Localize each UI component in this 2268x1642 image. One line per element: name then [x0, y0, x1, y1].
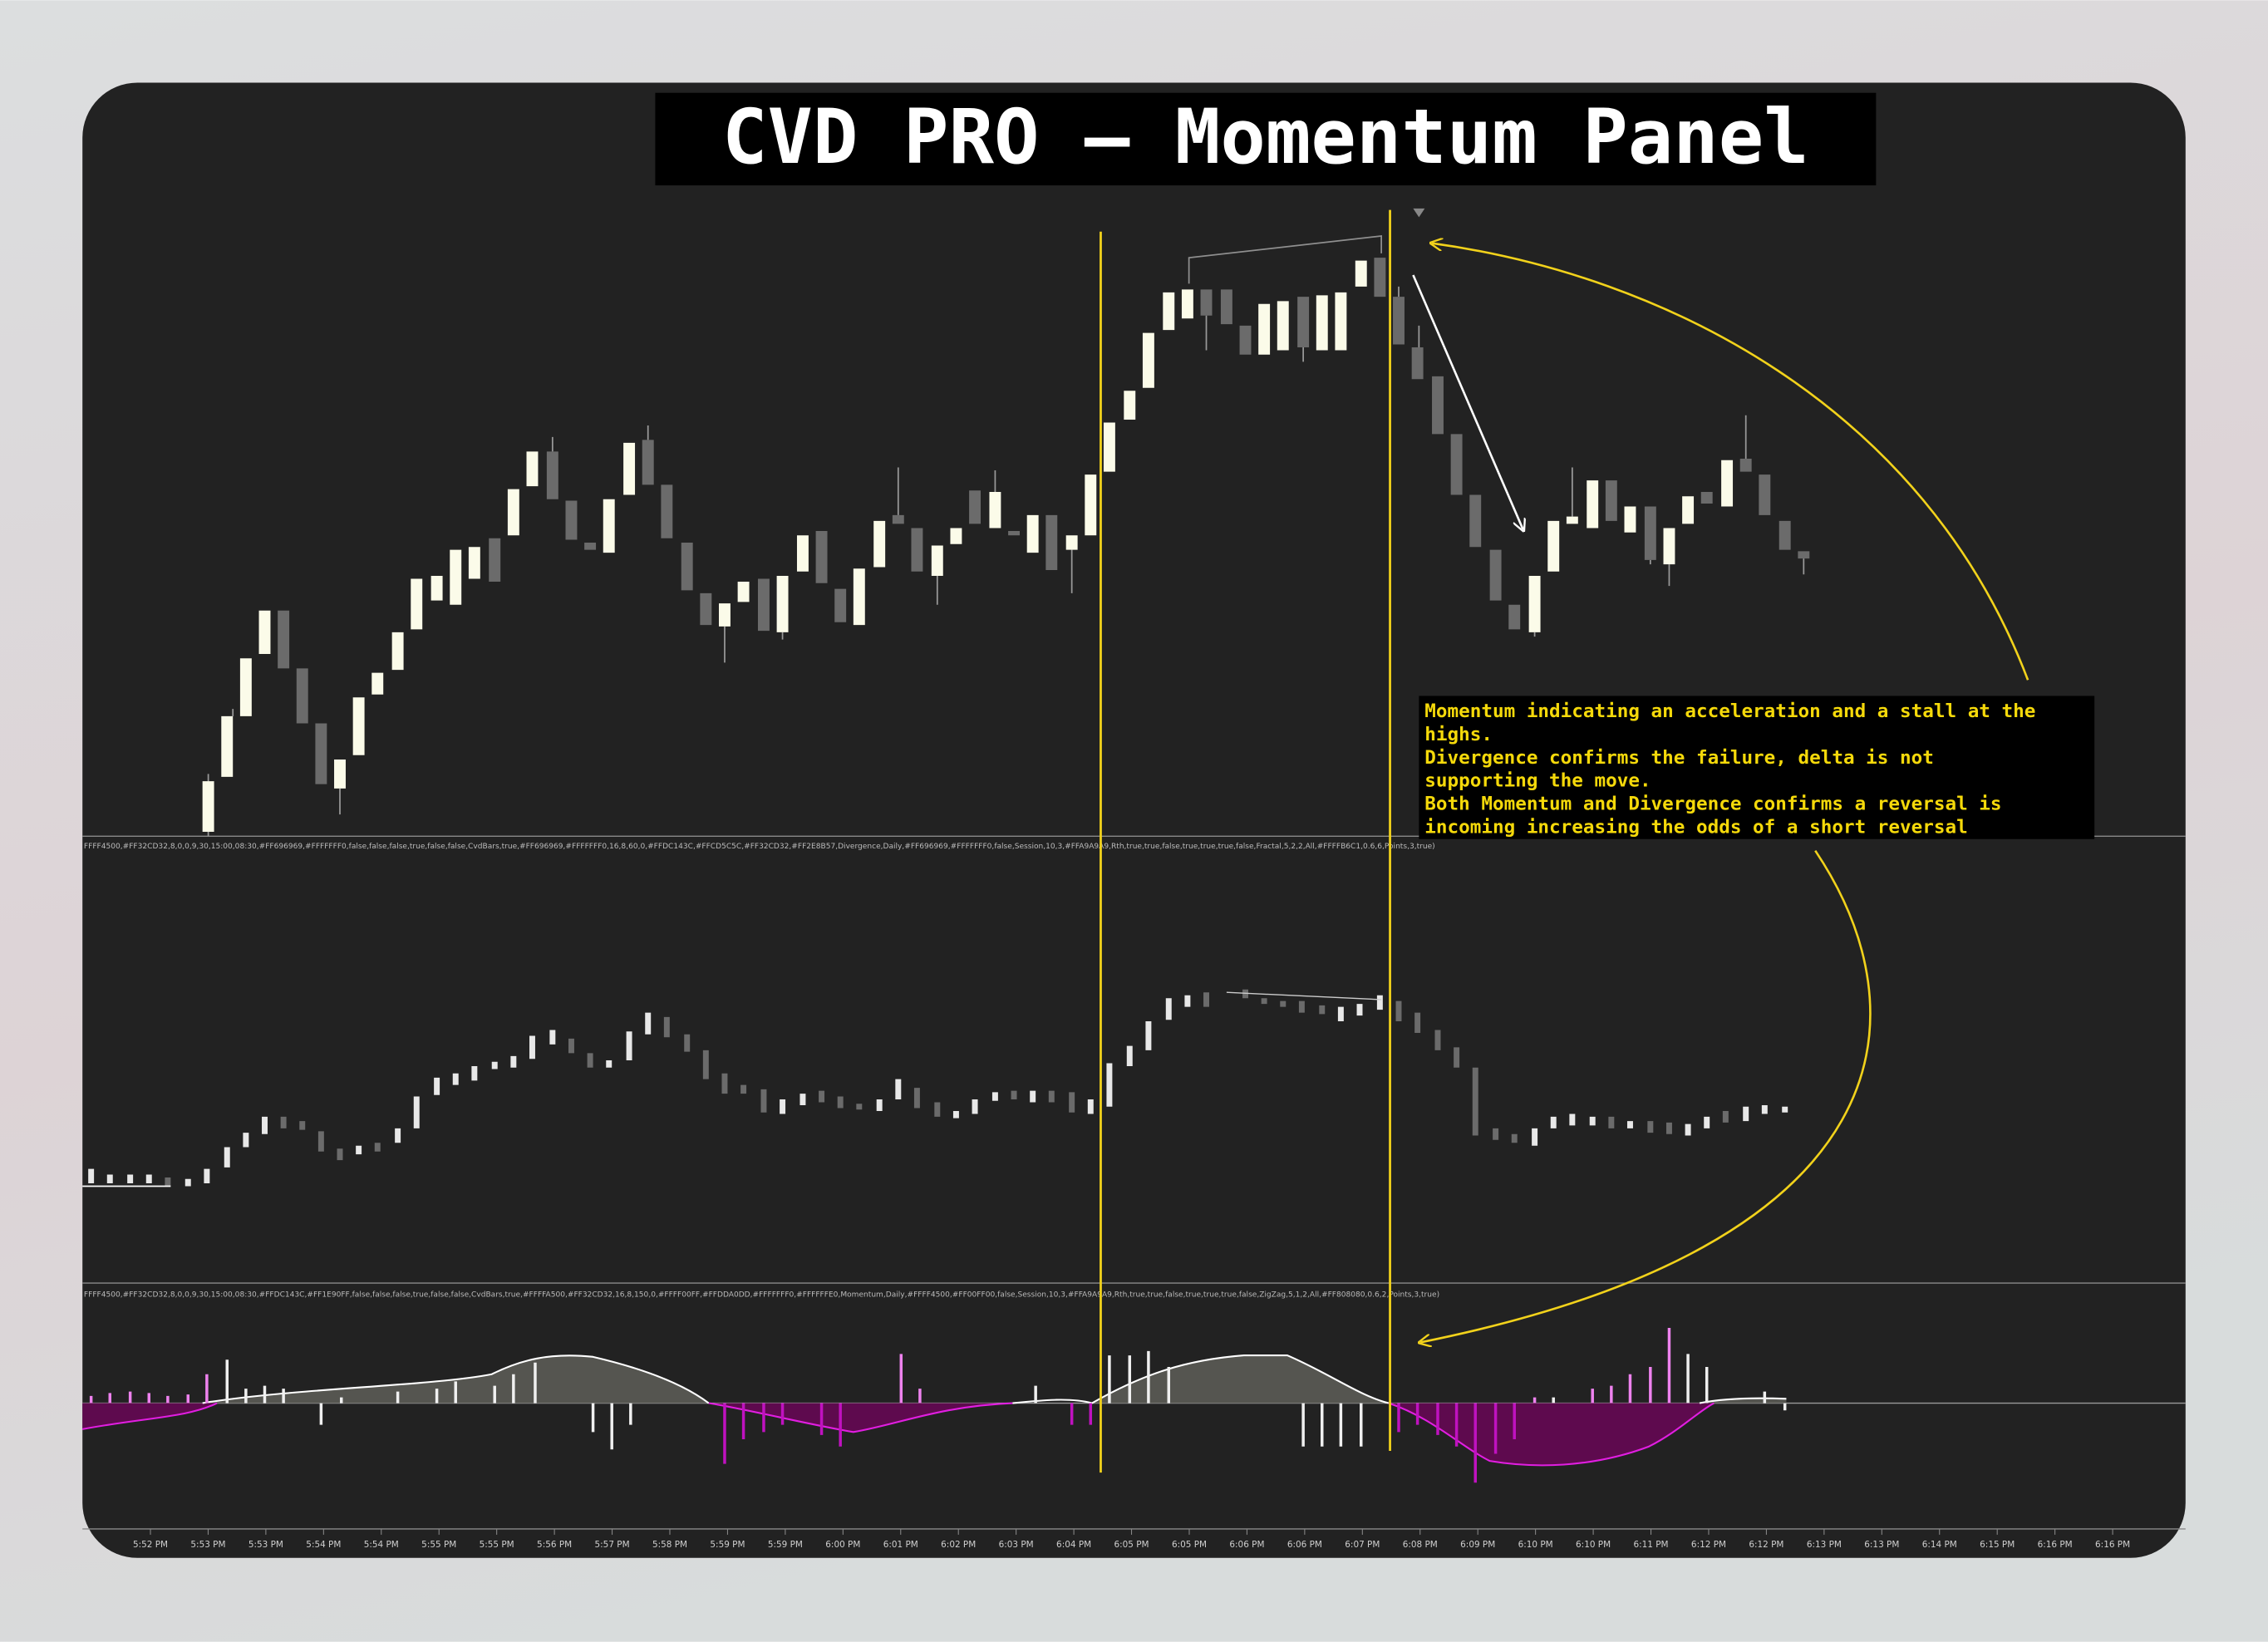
time-label: 5:55 PM — [421, 1540, 456, 1550]
callout-arrow — [1432, 243, 2029, 681]
time-label: 6:05 PM — [1114, 1540, 1149, 1550]
time-label: 5:52 PM — [133, 1540, 168, 1550]
annotation-box — [1419, 696, 2095, 839]
time-label: 6:01 PM — [883, 1540, 918, 1550]
time-label: 6:06 PM — [1287, 1540, 1322, 1550]
divergence-bracket — [1188, 235, 1382, 284]
time-label: 6:04 PM — [1056, 1540, 1091, 1550]
time-label: 6:12 PM — [1749, 1540, 1783, 1550]
indicator-settings: FFFF4500,#FF32CD32,8,0,0,9,30,15:00,08:3… — [84, 1290, 1439, 1299]
time-label: 6:00 PM — [825, 1540, 860, 1550]
time-label: 6:02 PM — [941, 1540, 976, 1550]
time-label: 5:59 PM — [768, 1540, 803, 1550]
time-label: 5:55 PM — [480, 1540, 514, 1550]
divergence-line — [1226, 991, 1382, 1000]
annotation-line: highs. — [1424, 724, 1493, 745]
annotation: Momentum indicating an acceleration and … — [1424, 701, 2035, 838]
time-label: 6:03 PM — [999, 1540, 1034, 1550]
callout-arrow — [1420, 849, 1872, 1343]
time-label: 5:59 PM — [710, 1540, 745, 1550]
histogram-pink — [89, 1328, 1671, 1404]
time-label: 5:58 PM — [652, 1540, 687, 1550]
time-label: 5:57 PM — [595, 1540, 630, 1550]
annotation-line: Divergence confirms the failure, delta i… — [1424, 747, 1934, 769]
time-label: 6:05 PM — [1172, 1540, 1207, 1550]
time-label: 6:15 PM — [1980, 1540, 2015, 1550]
histogram-white — [225, 1350, 1787, 1450]
marker-triangle — [1413, 208, 1425, 218]
time-label: 5:54 PM — [306, 1540, 341, 1550]
annotation-line: Momentum indicating an acceleration and … — [1424, 701, 2035, 722]
time-label: 6:12 PM — [1691, 1540, 1726, 1550]
title-box — [655, 92, 1877, 186]
indicator-settings: FFFF4500,#FF32CD32,8,0,0,9,30,15:00,08:3… — [84, 843, 1435, 851]
time-label: 6:06 PM — [1229, 1540, 1264, 1550]
annotation-line: incoming increasing the odds of a short … — [1424, 816, 1967, 838]
time-label: 6:07 PM — [1345, 1540, 1380, 1550]
time-label: 5:53 PM — [190, 1540, 225, 1550]
momentum-area-positive — [202, 1355, 1787, 1404]
time-label: 6:13 PM — [1807, 1540, 1842, 1550]
time-label: 6:08 PM — [1403, 1540, 1438, 1550]
histogram-magenta — [723, 1403, 1516, 1483]
time-label: 6:16 PM — [2095, 1540, 2130, 1550]
time-axis: 5:52 PM 5:53 PM 5:53 PM 5:54 PM 5:54 PM 5:55 … — [133, 1528, 2130, 1550]
time-label: 6:13 PM — [1864, 1540, 1899, 1550]
time-label: 6:10 PM — [1518, 1540, 1553, 1550]
chart-window — [82, 82, 2186, 1558]
time-label: 6:16 PM — [2038, 1540, 2073, 1550]
time-label: 5:56 PM — [537, 1540, 572, 1550]
time-label: 6:11 PM — [1633, 1540, 1668, 1550]
time-label: 5:54 PM — [364, 1540, 399, 1550]
drop-arrow — [1412, 274, 1523, 529]
title: CVD PRO – Momentum Panel — [722, 94, 1809, 181]
time-label: 6:09 PM — [1460, 1540, 1495, 1550]
time-label: 5:53 PM — [248, 1540, 283, 1550]
annotation-line: supporting the move. — [1424, 770, 1651, 792]
momentum-line-negative — [82, 1402, 1715, 1467]
annotation-line: Both Momentum and Divergence confirms a … — [1424, 793, 2001, 814]
time-label: 6:14 PM — [1922, 1540, 1957, 1550]
momentum-area-negative — [82, 1403, 1715, 1466]
time-label: 6:10 PM — [1576, 1540, 1611, 1550]
